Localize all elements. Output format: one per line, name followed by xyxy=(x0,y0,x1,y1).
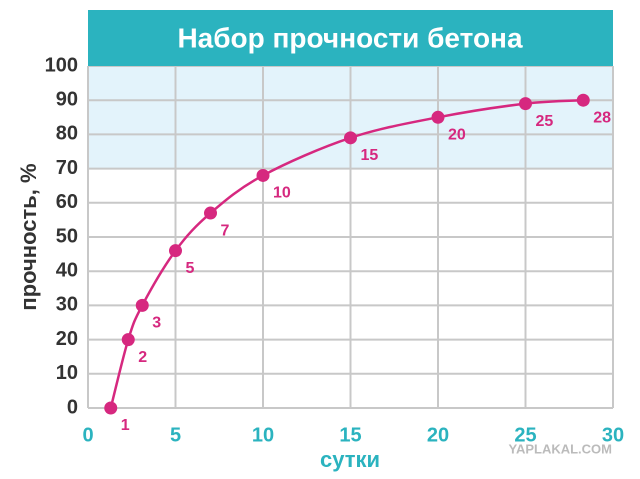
point xyxy=(256,168,270,182)
y-tick-label: 30 xyxy=(56,294,78,316)
point xyxy=(135,298,149,312)
y-tick-label: 0 xyxy=(67,396,78,418)
y-tick-label: 10 xyxy=(56,362,78,384)
point-label: 1 xyxy=(121,417,130,434)
chart-title: Набор прочности бетона xyxy=(177,22,523,53)
point xyxy=(104,401,118,415)
y-tick-label: 50 xyxy=(56,225,78,247)
point-label: 25 xyxy=(536,113,554,130)
y-tick-label: 90 xyxy=(56,88,78,110)
point-label: 5 xyxy=(186,260,195,277)
point xyxy=(344,131,357,145)
point-label: 28 xyxy=(593,109,611,126)
y-tick-label: 80 xyxy=(56,123,78,145)
point-label: 10 xyxy=(273,185,291,202)
y-tick-label: 20 xyxy=(56,328,78,350)
line xyxy=(109,98,584,409)
y-tick-label: 60 xyxy=(56,191,78,213)
x-tick-label: 0 xyxy=(82,424,93,446)
x-tick-label: 15 xyxy=(339,424,361,446)
y-axis-label: прочность, % xyxy=(16,163,41,310)
title-banner xyxy=(88,10,613,66)
point xyxy=(169,244,182,258)
x-tick-label: 10 xyxy=(252,424,274,446)
y-tick-label: 40 xyxy=(56,259,78,281)
x-tick-label: 25 xyxy=(514,424,536,446)
x-axis-label: сутки xyxy=(320,447,380,472)
point-label: 20 xyxy=(448,127,466,144)
watermark: YAPLAKAL.COM xyxy=(508,441,612,456)
point-label: 2 xyxy=(138,349,147,366)
x-tick-label: 30 xyxy=(602,424,624,446)
point xyxy=(576,93,590,107)
point-label: 15 xyxy=(361,147,379,164)
point-label: 7 xyxy=(221,222,230,239)
point xyxy=(204,206,217,220)
x-tick-label: 5 xyxy=(170,424,181,446)
y-tick-label: 70 xyxy=(56,157,78,179)
point-label: 3 xyxy=(152,315,161,332)
point xyxy=(121,333,135,347)
point xyxy=(519,97,532,111)
y-tick-label: 100 xyxy=(45,54,78,76)
point xyxy=(431,110,445,124)
x-tick-label: 20 xyxy=(427,424,449,446)
